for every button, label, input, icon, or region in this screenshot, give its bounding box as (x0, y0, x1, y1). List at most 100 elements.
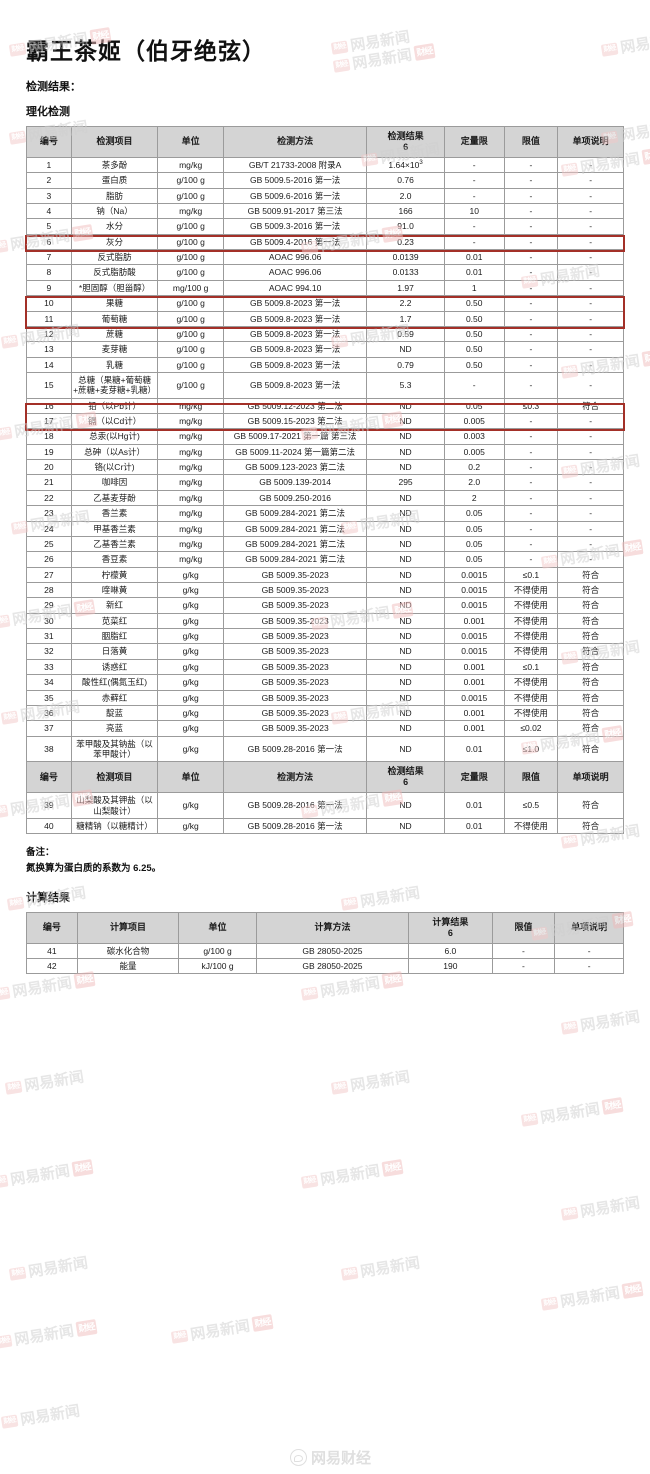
cell-note: 符合 (557, 735, 624, 763)
table-row: 18 总汞(以Hg计) mg/kg GB 5009.17-2021 第一篇 第三法 ND… (26, 428, 624, 445)
cell-limit: 不得使用 (503, 581, 559, 599)
cell-note: - (557, 279, 624, 297)
table-row: 36 靛蓝 g/kg GB 5009.35-2023 ND 0.001 不得使用 符合 (26, 704, 624, 722)
cell-unit: g/kg (157, 658, 224, 676)
cell-limit: - (503, 218, 559, 235)
cell-method: GB 5009.35-2023 (222, 720, 368, 737)
cell-method: GB 5009.28-2016 第一法 (222, 817, 368, 835)
table-row: 37 亮蓝 g/kg GB 5009.35-2023 ND 0.001 ≤0.02 符合 (26, 720, 624, 737)
cell-no: 15 (26, 371, 72, 399)
cell-result: 1.64×103 (366, 156, 445, 174)
weibo-watermark-label: 网易财经 (311, 1450, 372, 1467)
cell-no: 30 (26, 612, 72, 630)
cell-note: - (554, 942, 624, 960)
cell-loq: 0.05 (443, 535, 505, 553)
table-row: 26 香豆素 mg/kg GB 5009.284-2021 第二法 ND 0.05- - (26, 551, 624, 568)
cell-result: ND (366, 397, 445, 415)
cell-item: 苯甲酸及其钠盐（以苯甲酸计） (70, 735, 159, 763)
cell-result: 166 (366, 203, 445, 220)
table-row: 35 赤藓红 g/kg GB 5009.35-2023 ND 0.0015 不得使用 符合 (26, 689, 624, 706)
cell-limit: - (503, 474, 559, 491)
cell-method: GB 5009.6-2016 第一法 (222, 187, 368, 205)
netease-logo-icon: 财经 (0, 1173, 9, 1189)
cell-no: 5 (26, 218, 72, 235)
cell-limit: - (503, 505, 559, 522)
table-row: 2 蛋白质 g/100 g GB 5009.5-2016 第一法 0.76- - - (26, 172, 624, 189)
cell-result: 0.23 (366, 233, 445, 251)
cell-loq: 0.0015 (443, 597, 505, 614)
cell-note: 符合 (557, 689, 624, 706)
cell-result: 2.2 (366, 295, 445, 312)
cell-limit: - (503, 551, 559, 568)
cell-no: 11 (26, 310, 72, 327)
cell-note: - (557, 218, 624, 235)
cell-item: 能量 (76, 957, 180, 975)
cell-limit: - (503, 203, 559, 220)
cell-unit: g/100 g (157, 172, 224, 189)
watermark-label: 网易新闻 (579, 1194, 642, 1221)
cell-loq: 0.01 (443, 817, 505, 835)
finance-badge-icon: 财经 (75, 1319, 98, 1337)
cell-item: 镉（以Cd计） (70, 413, 159, 430)
cell-method: GB 5009.28-2016 第一法 (222, 735, 368, 763)
cell-limit: ≤0.02 (503, 720, 559, 737)
cell-note: - (557, 474, 624, 491)
cell-no: 35 (26, 689, 72, 706)
cell-item: 甲基香兰素 (70, 520, 159, 537)
cell-item: 水分 (70, 218, 159, 235)
table-row: 30 苋菜红 g/kg GB 5009.35-2023 ND 0.001 不得使用 符合 (26, 612, 624, 630)
netease-logo-icon: 财经 (330, 1079, 349, 1095)
cell-result: ND (366, 674, 445, 691)
cell-unit: g/100 g (178, 942, 257, 960)
cell-method: GB 5009.35-2023 (222, 628, 368, 645)
cell-loq: 1 (443, 279, 505, 297)
cell-unit: g/kg (157, 612, 224, 630)
cell-unit: g/100 g (157, 264, 224, 281)
cell-unit: mg/kg (157, 428, 224, 445)
table-row: 8 反式脂肪酸 g/100 g AOAC 996.06 0.0133 0.01- - (26, 264, 624, 281)
physchem-header-cell-4: 检测结果 6 (366, 126, 445, 158)
cell-no: 1 (26, 156, 72, 174)
cell-unit: g/100 g (157, 233, 224, 251)
calc-header-row: 编号 计算项目 单位 计算方法 计算结果 6 限值 单项说明 (26, 911, 624, 944)
table-row: 20 铬(以Cr计) mg/kg GB 5009.123-2023 第二法 ND 0.2-… (26, 459, 624, 476)
cell-limit: 不得使用 (503, 817, 559, 835)
cell-no: 34 (26, 674, 72, 691)
cell-no: 36 (26, 704, 72, 722)
watermark-netease-news: 财经网易新闻财经 (300, 1156, 404, 1193)
cell-method: GB 5009.35-2023 (222, 704, 368, 722)
cell-item: 反式脂肪酸 (70, 264, 159, 281)
cell-item: 总砷（以As计） (70, 443, 159, 461)
cell-note: - (557, 520, 624, 537)
results-label: 检测结果： (26, 81, 81, 93)
watermark-label: 网易新闻 (27, 1254, 90, 1281)
calc-header-cell-4: 计算结果 6 (408, 911, 493, 944)
cell-unit: g/kg (157, 720, 224, 737)
cell-note: 符合 (557, 628, 624, 645)
table-row: 25 乙基香兰素 mg/kg GB 5009.284-2021 第二法 ND 0.05- - (26, 535, 624, 553)
cell-unit: g/kg (157, 817, 224, 835)
cell-unit: g/100 g (157, 310, 224, 327)
cell-unit: g/kg (157, 581, 224, 599)
cell-method: GB 5009.35-2023 (222, 581, 368, 599)
cell-note: - (557, 325, 624, 343)
cell-method: GB 5009.284-2021 第二法 (222, 520, 368, 537)
cell-unit: g/kg (157, 628, 224, 645)
netease-logo-icon: 财经 (560, 1205, 579, 1221)
cell-item: 山梨酸及其钾盐（以山梨酸计） (70, 792, 159, 819)
cell-method: GB 5009.35-2023 (222, 612, 368, 630)
cell-item: 香豆素 (70, 551, 159, 568)
netease-logo-icon: 财经 (0, 985, 11, 1001)
netease-logo-icon: 财经 (300, 1173, 319, 1189)
calculation-results-table: 编号 计算项目 单位 计算方法 计算结果 6 限值 单项说明 41 碳水化合物 g/100 g GB … (26, 911, 624, 975)
finance-badge-icon: 财经 (621, 1281, 644, 1299)
cell-method: GB 5009.8-2023 第一法 (222, 341, 368, 358)
cell-no: 39 (26, 792, 72, 819)
cell-no: 33 (26, 658, 72, 676)
cell-item: 葡萄糖 (70, 310, 159, 327)
weibo-icon (290, 1449, 307, 1466)
table-row: 14 乳糖 g/100 g GB 5009.8-2023 第一法 0.79 0.50- - (26, 356, 624, 373)
watermark-netease-news: 财经 网易新闻 (0, 1400, 81, 1433)
cell-unit: g/kg (157, 674, 224, 691)
notes-text: 氮换算为蛋白质的系数为 6.25。 (26, 862, 162, 874)
